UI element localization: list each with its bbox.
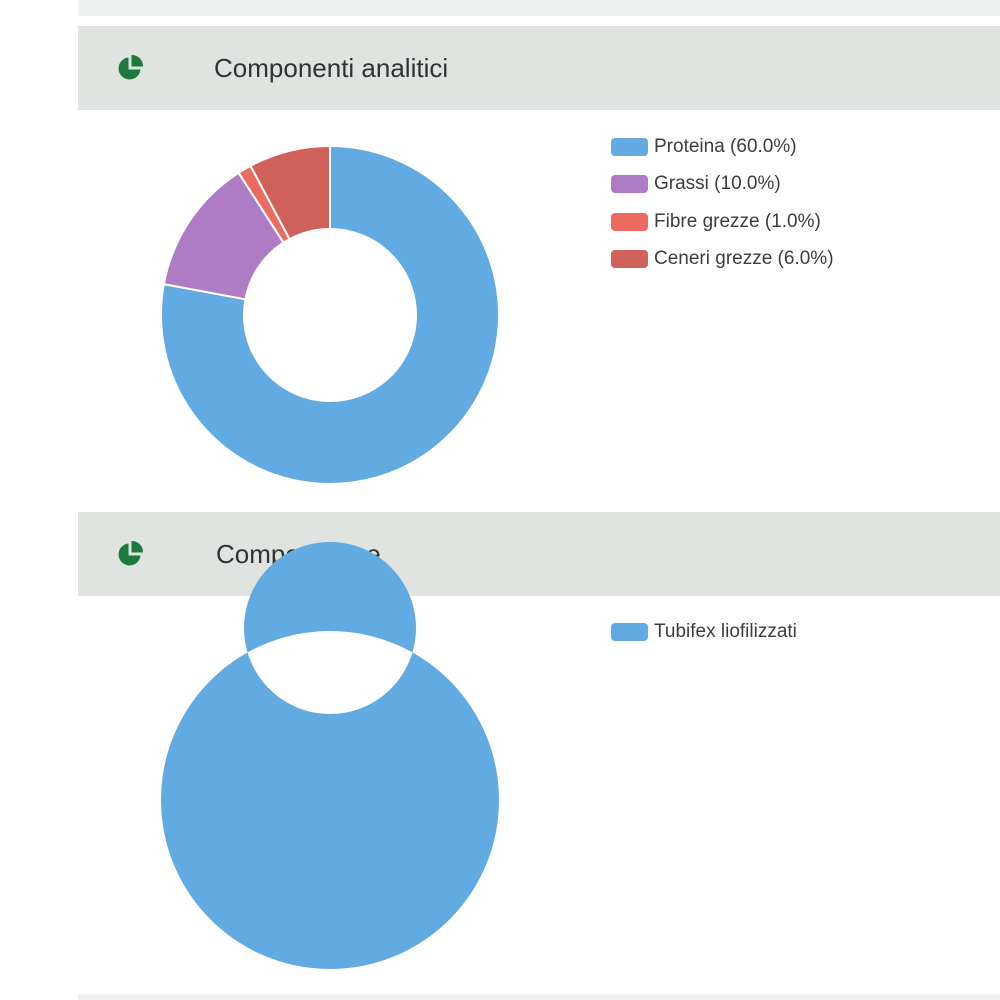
legend-label: Proteina (60.0%)	[654, 135, 797, 157]
legend-composizione: Tubifex liofilizzati	[611, 613, 797, 651]
legend-swatch	[611, 137, 648, 156]
legend-label: Grassi (10.0%)	[654, 173, 781, 195]
legend-swatch	[611, 622, 648, 641]
slice-ceneri-grezze[interactable]	[249, 145, 331, 241]
legend-swatch	[611, 250, 648, 269]
donut-chart-composizione	[160, 542, 499, 969]
slice-proteina[interactable]	[160, 145, 500, 485]
top-panel-edge	[78, 0, 1000, 16]
legend-label: Fibre grezze (1.0%)	[654, 210, 821, 232]
legend-swatch	[611, 212, 648, 231]
donut-chart-componenti-analitici	[160, 145, 500, 485]
legend-item-fibre-grezze[interactable]: Fibre grezze (1.0%)	[611, 203, 834, 241]
pie-chart-icon	[118, 54, 144, 80]
legend-swatch	[611, 175, 648, 194]
legend-label: Ceneri grezze (6.0%)	[654, 248, 834, 270]
slice-tubifex-liofilizzati[interactable]	[160, 542, 499, 969]
section-header-componenti-analitici: Componenti analitici	[78, 26, 1000, 110]
legend-item-proteina[interactable]: Proteina (60.0%)	[611, 128, 834, 166]
legend-label: Tubifex liofilizzati	[654, 620, 797, 642]
legend-item-tubifex-liofilizzati[interactable]: Tubifex liofilizzati	[611, 613, 797, 651]
legend-item-grassi[interactable]: Grassi (10.0%)	[611, 166, 834, 204]
legend-item-ceneri-grezze[interactable]: Ceneri grezze (6.0%)	[611, 241, 834, 279]
bottom-panel-edge	[78, 994, 1000, 1000]
pie-chart-icon	[118, 540, 144, 566]
section-title: Componenti analitici	[214, 53, 449, 83]
legend-componenti-analitici: Proteina (60.0%) Grassi (10.0%) Fibre grez…	[611, 128, 834, 278]
section-header-composizione: Composizione	[78, 512, 1000, 596]
